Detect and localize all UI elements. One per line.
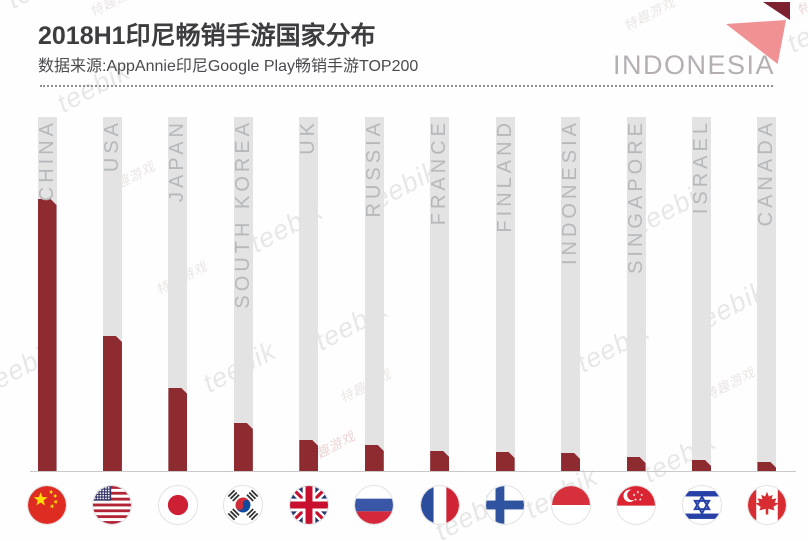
flag-usa-icon: [92, 485, 133, 525]
bar-column-japan: JAPAN: [166, 117, 189, 471]
flag-china-icon: [27, 485, 67, 525]
chart-baseline: [30, 471, 796, 472]
bar-fill-finland: [496, 452, 515, 471]
flag-south-korea-icon: [223, 485, 264, 525]
page-title: 2018H1印尼畅销手游国家分布: [38, 22, 376, 50]
bar-label-indonesia: INDONESIA: [559, 119, 582, 266]
bar-label-finland: FINLAND: [493, 119, 516, 233]
bar-label-south-korea: SOUTH KOREA: [231, 119, 254, 309]
bar-label-canada: CANADA: [755, 119, 778, 227]
bar-fill-china: [38, 199, 57, 471]
bar-label-usa: USA: [100, 119, 123, 173]
bar-column-usa: USA: [100, 117, 123, 471]
bar-fill-israel: [692, 460, 711, 471]
bar-column-china: CHINA: [35, 117, 58, 471]
bar-fill-france: [430, 451, 449, 471]
flag-singapore-icon: [616, 485, 657, 525]
region-label: INDONESIA: [612, 50, 775, 80]
flag-israel-icon: [681, 485, 722, 525]
bar-label-france: FRANCE: [428, 119, 451, 226]
bar-fill-usa: [103, 336, 122, 471]
bar-label-russia: RUSSIA: [362, 119, 385, 218]
bar-label-uk: UK: [297, 119, 320, 155]
flag-canada-icon: [746, 485, 787, 525]
flag-indonesia-icon: [550, 485, 591, 525]
data-source-subtitle: 数据来源:AppAnnie印尼Google Play畅销手游TOP200: [38, 58, 419, 75]
flag-russia-icon: [354, 485, 395, 525]
bar-fill-singapore: [627, 457, 646, 471]
flag-uk-icon: [288, 485, 329, 525]
dotted-divider: [40, 85, 773, 87]
flag-france-icon: [419, 485, 460, 525]
bar-column-south-korea: SOUTH KOREA: [231, 117, 254, 471]
bar-column-russia: RUSSIA: [362, 117, 385, 471]
bar-fill-indonesia: [561, 453, 580, 471]
bar-label-singapore: SINGAPORE: [624, 119, 647, 274]
bar-label-japan: JAPAN: [166, 119, 189, 202]
bar-column-indonesia: INDONESIA: [559, 117, 582, 471]
bar-column-israel: ISRAEL: [690, 117, 712, 471]
bar-fill-south-korea: [234, 423, 253, 471]
bar-column-canada: CANADA: [755, 117, 778, 471]
flag-japan-icon: [157, 485, 198, 525]
bar-fill-russia: [365, 445, 384, 471]
bar-label-china: CHINA: [35, 119, 58, 202]
bar-column-singapore: SINGAPORE: [624, 117, 647, 471]
bar-fill-japan: [168, 388, 187, 471]
bar-column-finland: FINLAND: [493, 117, 516, 471]
bar-column-france: FRANCE: [428, 117, 451, 471]
flag-finland-icon: [485, 485, 526, 525]
bar-column-uk: UK: [297, 117, 320, 471]
bar-fill-canada: [757, 462, 776, 471]
bar-fill-uk: [299, 440, 318, 471]
bar-label-israel: ISRAEL: [690, 119, 712, 215]
